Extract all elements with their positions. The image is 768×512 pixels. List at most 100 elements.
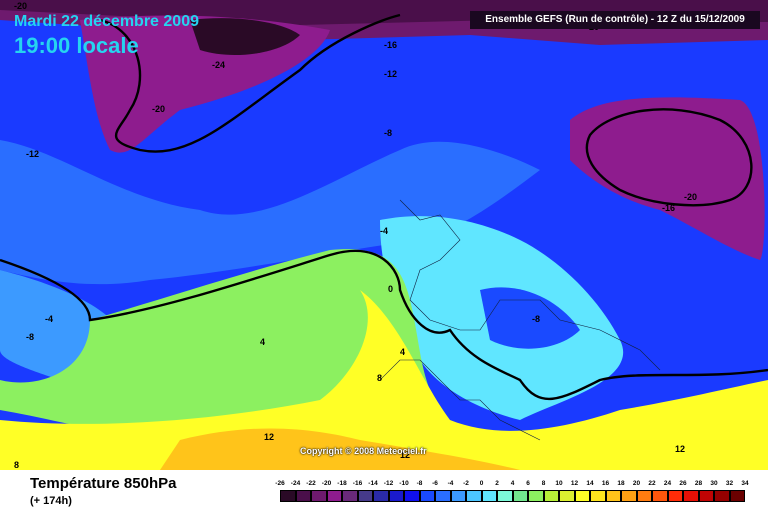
legend-tick-label: 22 — [648, 480, 656, 487]
legend-swatch — [714, 490, 730, 502]
legend-tick-label: 6 — [526, 480, 530, 487]
legend-swatch — [466, 490, 482, 502]
mid-blue-region — [0, 140, 540, 285]
legend-tick-label: 32 — [725, 480, 734, 487]
contour-label: -20 — [152, 104, 165, 114]
legend-tick-label: 30 — [710, 480, 718, 487]
contour-label: -16 — [662, 203, 675, 213]
legend-swatch — [698, 490, 714, 502]
field-title: Température 850hPa — [30, 475, 177, 492]
contour-label: -8 — [384, 128, 392, 138]
legend-tick-label: -20 — [321, 480, 332, 487]
legend-tick-label: -22 — [306, 480, 316, 487]
legend-tick-label: 10 — [555, 480, 563, 487]
legend-tick-label: 16 — [601, 480, 610, 487]
contour-label: -20 — [14, 1, 27, 11]
legend-swatch — [357, 490, 373, 502]
legend-tick-label: -12 — [383, 480, 394, 487]
legend-swatch — [512, 490, 528, 502]
legend-swatch — [528, 490, 544, 502]
legend-tick-label: -14 — [368, 480, 378, 487]
copyright-notice: Copyright © 2008 Meteociel.fr — [300, 446, 427, 456]
legend-swatch — [326, 490, 342, 502]
legend-swatch — [652, 490, 668, 502]
legend-swatch — [667, 490, 683, 502]
legend-tick-label: -18 — [337, 480, 347, 487]
color-scale: -26 -24 -22 -20 -18 -16 -14 -12 -10 -8 -6 -4 -2 0 2 4 6 8… — [275, 480, 760, 508]
coastline-europe — [399, 199, 661, 371]
legend-swatch — [419, 490, 435, 502]
legend-tick-label: 2 — [495, 480, 499, 487]
legend-swatch — [280, 490, 296, 502]
legend-swatch — [404, 490, 420, 502]
legend-tick-label: 20 — [632, 480, 641, 487]
legend-swatch — [574, 490, 590, 502]
legend-tick-label: 14 — [586, 480, 594, 487]
contour-label: 12 — [264, 432, 274, 442]
contour-minus20-greenland — [99, 13, 401, 153]
legend-swatch — [450, 490, 466, 502]
legend-tick-label: -16 — [352, 480, 363, 487]
contour-label: 8 — [14, 460, 19, 470]
legend-swatch — [605, 490, 621, 502]
legend-tick-label: 34 — [741, 480, 749, 487]
contour-label: 4 — [400, 347, 405, 357]
legend-tick-label: 24 — [663, 480, 672, 487]
legend-tick-label: 0 — [479, 480, 484, 487]
legend-swatch — [295, 490, 311, 502]
legend-tick-label: 8 — [541, 480, 546, 487]
contour-label: 4 — [260, 337, 265, 347]
contour-label: 0 — [388, 284, 393, 294]
contour-label: -4 — [45, 314, 53, 324]
contour-label: -8 — [532, 314, 540, 324]
temperature-map: -20-24-20-16-12-12-8-20-20-16-40-4-8448-… — [0, 0, 768, 470]
legend-tick-label: -26 — [275, 480, 285, 487]
lead-time: (+ 174h) — [30, 495, 72, 507]
contour-label: -12 — [26, 149, 39, 159]
legend-swatch — [481, 490, 497, 502]
contour-label: 12 — [675, 444, 685, 454]
legend-tick-label: 4 — [510, 480, 515, 487]
legend-swatch — [621, 490, 637, 502]
legend-swatch — [497, 490, 513, 502]
contour-label: -20 — [684, 192, 697, 202]
contour-0c — [0, 249, 768, 401]
contour-label: -12 — [384, 69, 397, 79]
warm-orange-region — [160, 428, 520, 470]
legend-swatch — [342, 490, 358, 502]
legend-swatch — [683, 490, 699, 502]
central-europe-cold-pocket — [480, 287, 580, 349]
legend-swatch — [590, 490, 606, 502]
legend-swatch — [373, 490, 389, 502]
legend-tick-label: -10 — [399, 480, 409, 487]
contour-label: -4 — [380, 226, 388, 236]
legend-tick-label: -4 — [447, 480, 454, 487]
legend-tick-label: -8 — [416, 480, 423, 487]
scandinavia-cold-core — [570, 97, 765, 260]
legend-tick-label: 26 — [679, 480, 687, 487]
legend-tick-label: 28 — [694, 480, 703, 487]
coastline-mediterranean — [379, 359, 541, 441]
legend-tick-label: 18 — [617, 480, 625, 487]
legend-swatch — [543, 490, 559, 502]
model-run-banner: Ensemble GEFS (Run de contrôle) - 12 Z d… — [470, 11, 760, 29]
legend-swatch — [311, 490, 327, 502]
legend-swatch — [435, 490, 451, 502]
contour-label: -8 — [26, 332, 34, 342]
contour-label: -16 — [384, 40, 397, 50]
greenland-coldest — [190, 18, 300, 55]
contour-label: -24 — [212, 60, 225, 70]
legend-tick-label: 12 — [570, 480, 579, 487]
legend-swatch — [559, 490, 575, 502]
legend-footer: Température 850hPa (+ 174h) -26 -24 -22 -20… — [0, 470, 768, 512]
legend-tick-label: -24 — [290, 480, 301, 487]
legend-swatch — [729, 490, 745, 502]
contour-label: 8 — [377, 373, 382, 383]
contour-minus20-scandinavia — [585, 108, 753, 207]
forecast-time: 19:00 locale — [14, 33, 139, 58]
warm-yellow-region — [0, 290, 768, 470]
forecast-date: Mardi 22 décembre 2009 — [14, 13, 199, 30]
legend-tick-label: -6 — [432, 480, 438, 487]
contour-label: 12 — [400, 450, 410, 460]
